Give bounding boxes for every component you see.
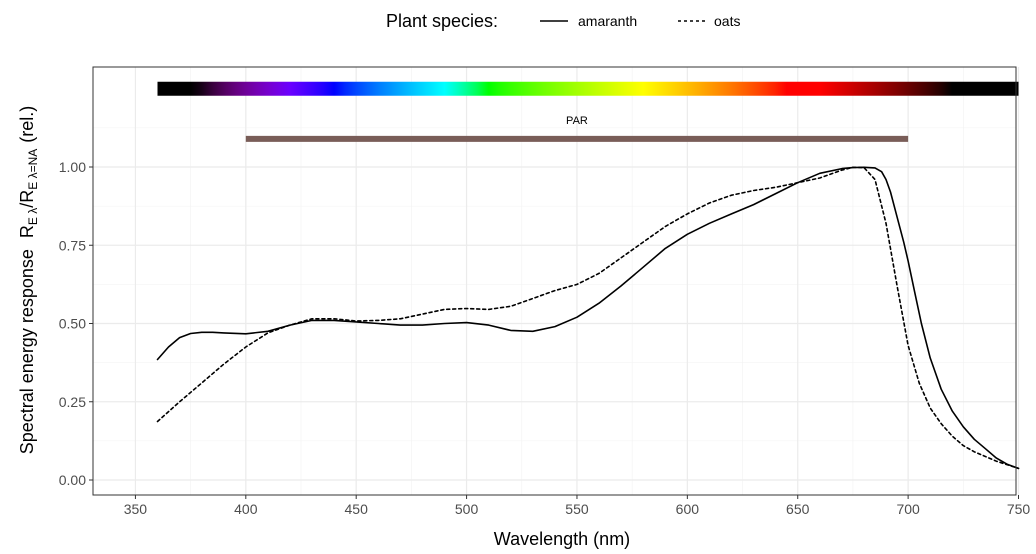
grid bbox=[93, 67, 1020, 495]
x-tick-label: 600 bbox=[676, 501, 700, 517]
y-tick-label: 0.75 bbox=[59, 237, 86, 253]
x-tick-label: 550 bbox=[565, 501, 589, 517]
y-tick-label: 0.25 bbox=[59, 394, 86, 410]
legend-label-oats: oats bbox=[714, 13, 740, 29]
y-axis-title: Spectral energy response RE λ/RE λ=NA(re… bbox=[17, 106, 40, 455]
spectrum-bar bbox=[157, 81, 1019, 96]
series-line-amaranth bbox=[156, 166, 1020, 470]
x-tick-label: 700 bbox=[896, 501, 920, 517]
par-label: PAR bbox=[566, 115, 588, 127]
panel-border bbox=[92, 66, 1017, 496]
x-tick-label: 650 bbox=[786, 501, 810, 517]
x-tick-label: 500 bbox=[455, 501, 479, 517]
y-tick-label: 0.00 bbox=[59, 472, 86, 488]
series-group bbox=[156, 166, 1020, 470]
x-tick-label: 400 bbox=[234, 501, 258, 517]
y-tick-label: 0.50 bbox=[59, 316, 86, 332]
x-tick-label: 750 bbox=[1007, 501, 1031, 517]
x-tick-label: 450 bbox=[345, 501, 369, 517]
x-axis-title: Wavelength (nm) bbox=[494, 529, 630, 549]
legend-title: Plant species: bbox=[386, 11, 498, 31]
legend-label-amaranth: amaranth bbox=[578, 13, 637, 29]
series-line-oats bbox=[156, 166, 1020, 470]
legend: Plant species: amaranth oats bbox=[386, 11, 740, 31]
annotations: PAR bbox=[157, 81, 1019, 142]
y-tick-label: 1.00 bbox=[59, 159, 86, 175]
axis-ticks: 350 400 450 500 550 600 650 700 750 0.00 0.25 0.50 0… bbox=[59, 159, 1031, 517]
x-tick-label: 350 bbox=[124, 501, 148, 517]
